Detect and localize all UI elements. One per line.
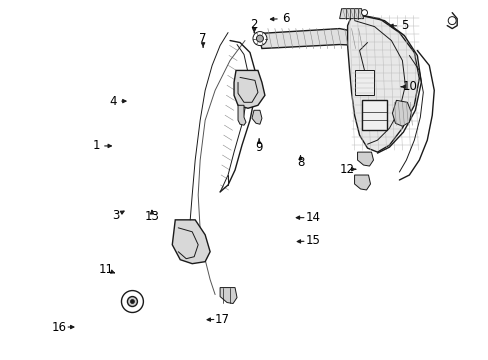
Text: 4: 4 xyxy=(109,95,117,108)
Text: 7: 7 xyxy=(199,32,206,45)
Circle shape xyxy=(361,10,367,15)
Polygon shape xyxy=(258,28,364,49)
Polygon shape xyxy=(238,105,245,125)
Polygon shape xyxy=(234,71,264,108)
Circle shape xyxy=(252,32,266,45)
Polygon shape xyxy=(354,175,370,190)
Circle shape xyxy=(447,17,455,24)
Circle shape xyxy=(127,297,137,306)
Text: 14: 14 xyxy=(305,211,320,224)
Polygon shape xyxy=(354,71,374,95)
Text: 15: 15 xyxy=(305,234,320,247)
Text: 10: 10 xyxy=(402,80,417,93)
Text: 11: 11 xyxy=(98,263,113,276)
Text: 13: 13 xyxy=(144,210,159,223)
Polygon shape xyxy=(392,100,410,126)
Polygon shape xyxy=(347,14,419,152)
Circle shape xyxy=(130,300,134,303)
Circle shape xyxy=(256,35,263,42)
Text: 5: 5 xyxy=(401,19,408,32)
Polygon shape xyxy=(251,110,262,124)
Text: 12: 12 xyxy=(339,163,354,176)
Text: 6: 6 xyxy=(282,12,289,25)
Circle shape xyxy=(121,291,143,312)
Polygon shape xyxy=(339,9,363,19)
Text: 9: 9 xyxy=(255,141,263,154)
Polygon shape xyxy=(220,288,237,303)
Text: 3: 3 xyxy=(111,210,119,222)
Polygon shape xyxy=(357,152,373,166)
Text: 2: 2 xyxy=(250,18,258,31)
Polygon shape xyxy=(172,220,210,264)
Text: 8: 8 xyxy=(296,156,304,168)
Text: 1: 1 xyxy=(92,139,100,152)
Text: 17: 17 xyxy=(215,312,230,326)
Text: 16: 16 xyxy=(52,320,67,333)
Polygon shape xyxy=(361,100,386,130)
